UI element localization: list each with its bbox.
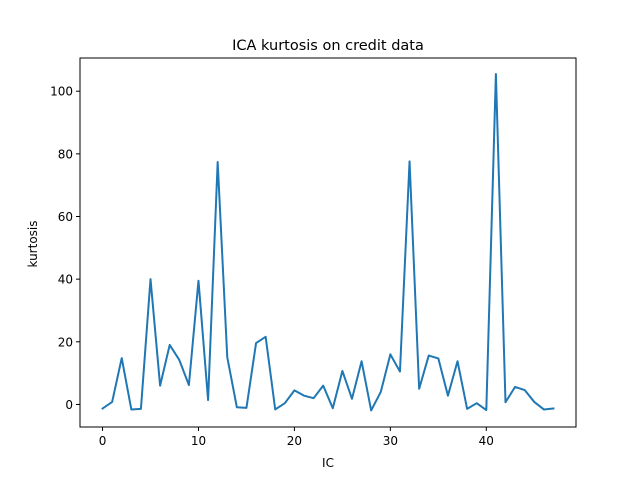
plot-frame <box>79 57 577 428</box>
plot-area: 0 10 20 30 40 0 20 40 60 80 100 <box>50 57 577 448</box>
y-tick-label: 60 <box>58 210 73 224</box>
x-tick-label: 30 <box>383 434 398 448</box>
x-tick-label: 20 <box>287 434 302 448</box>
y-tick-label: 100 <box>50 85 73 99</box>
y-axis-label: kurtosis <box>26 220 40 267</box>
y-tick-label: 0 <box>65 398 73 412</box>
y-tick-label: 20 <box>58 335 73 349</box>
x-tick-label: 10 <box>191 434 206 448</box>
y-tick-label: 80 <box>58 147 73 161</box>
x-axis-label: IC <box>322 456 334 470</box>
chart-title: ICA kurtosis on credit data <box>232 38 424 54</box>
x-tick-label: 40 <box>479 434 494 448</box>
series-line-0 <box>101 72 555 412</box>
y-tick-label: 40 <box>58 273 73 287</box>
x-tick-label: 0 <box>99 434 107 448</box>
